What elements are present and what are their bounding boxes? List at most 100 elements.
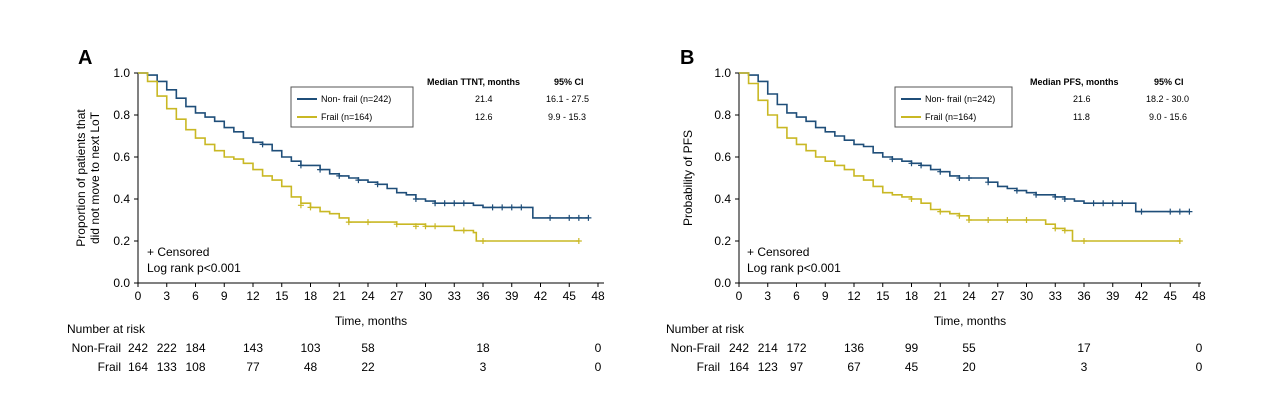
ci-frail: 9.9 - 15.3 bbox=[548, 112, 586, 122]
censor-mark bbox=[1052, 193, 1059, 200]
y-tick-label: 0.4 bbox=[714, 192, 731, 206]
censor-mark bbox=[966, 217, 972, 223]
censor-mark bbox=[518, 204, 525, 211]
risk-value: 0 bbox=[595, 360, 602, 374]
survival-curves bbox=[138, 72, 592, 244]
censor-mark bbox=[937, 168, 944, 175]
x-tick-label: 15 bbox=[876, 289, 890, 303]
y-tick-label: 0.4 bbox=[113, 192, 130, 206]
x-tick-label: 33 bbox=[1049, 289, 1063, 303]
x-ticks: 0 3 6 9 12 15 18 21 24 27 30 33 36 39 42 45 48 bbox=[135, 283, 605, 303]
risk-value: 18 bbox=[476, 341, 490, 355]
x-tick-label: 24 bbox=[361, 289, 375, 303]
legend-label-frail: Frail (n=164) bbox=[321, 112, 372, 122]
y-tick-label: 0.2 bbox=[714, 234, 731, 248]
censor-mark bbox=[547, 214, 554, 221]
median-nonfrail: 21.6 bbox=[1073, 94, 1091, 104]
censor-mark bbox=[908, 160, 915, 167]
x-tick-label: 18 bbox=[304, 289, 318, 303]
y-tick-label: 0.6 bbox=[113, 150, 130, 164]
risk-value: 67 bbox=[847, 360, 861, 374]
y-ticks: 0.0 0.2 0.4 0.6 0.8 1.0 bbox=[714, 66, 739, 290]
legend-header-ci: 95% CI bbox=[1154, 77, 1184, 87]
y-axis-label: Probability of PFS bbox=[681, 130, 695, 226]
censor-mark bbox=[1061, 227, 1068, 234]
censor-mark bbox=[441, 200, 448, 207]
panel-label: A bbox=[78, 47, 92, 69]
censor-mark bbox=[1176, 208, 1183, 215]
risk-values: 242 222 184 143 103 58 18 0 164 133 108 77 48 22 3 0 bbox=[128, 341, 602, 374]
y-axis-label-line1: Proportion of patients that bbox=[74, 109, 88, 247]
y-tick-label: 1.0 bbox=[113, 66, 130, 80]
censor-mark bbox=[489, 204, 496, 211]
x-tick-label: 30 bbox=[1020, 289, 1034, 303]
censor-mark bbox=[412, 196, 419, 202]
censor-mark bbox=[1081, 238, 1087, 244]
x-tick-label: 33 bbox=[448, 289, 462, 303]
risk-value: 103 bbox=[300, 341, 320, 355]
risk-value: 172 bbox=[786, 341, 806, 355]
x-tick-label: 48 bbox=[1192, 289, 1206, 303]
risk-value: 136 bbox=[844, 341, 864, 355]
x-tick-label: 6 bbox=[192, 289, 199, 303]
censor-mark bbox=[432, 200, 439, 207]
censored-note: + Censored bbox=[747, 245, 809, 259]
censor-mark bbox=[1100, 200, 1107, 207]
legend-box bbox=[894, 86, 1013, 128]
x-tick-label: 39 bbox=[505, 289, 519, 303]
censor-mark bbox=[889, 156, 896, 163]
censor-mark bbox=[355, 177, 362, 184]
censor-mark bbox=[937, 208, 944, 215]
risk-row-label-nonfrail: Non-Frail bbox=[72, 341, 121, 355]
ci-nonfrail: 16.1 - 27.5 bbox=[546, 94, 589, 104]
risk-row-label-frail: Frail bbox=[98, 360, 121, 374]
x-tick-label: 9 bbox=[221, 289, 228, 303]
censor-mark bbox=[585, 214, 592, 221]
censor-mark bbox=[1013, 187, 1020, 194]
censor-mark bbox=[307, 204, 314, 211]
x-tick-label: 0 bbox=[736, 289, 743, 303]
x-tick-label: 45 bbox=[1164, 289, 1178, 303]
censor-mark bbox=[259, 141, 266, 148]
censor-mark bbox=[1052, 225, 1059, 232]
censor-mark bbox=[1138, 208, 1145, 215]
censor-mark bbox=[499, 204, 506, 211]
risk-value: 184 bbox=[185, 341, 205, 355]
censor-mark bbox=[575, 214, 582, 221]
censor-mark bbox=[451, 200, 458, 207]
log-rank-note: Log rank p<0.001 bbox=[747, 261, 841, 275]
risk-values: 242 214 172 136 99 55 17 0 164 123 97 67 45 20 3 0 bbox=[729, 341, 1203, 374]
risk-value: 123 bbox=[758, 360, 778, 374]
censor-mark bbox=[297, 202, 304, 209]
censor-mark bbox=[297, 162, 304, 169]
censor-mark bbox=[460, 200, 467, 207]
x-tick-label: 18 bbox=[905, 289, 919, 303]
median-nonfrail: 21.4 bbox=[475, 94, 493, 104]
censor-mark bbox=[1033, 191, 1040, 198]
median-frail: 11.8 bbox=[1073, 112, 1090, 122]
legend-label-nonfrail: Non- frail (n=242) bbox=[321, 94, 391, 104]
x-tick-label: 27 bbox=[991, 289, 1005, 303]
risk-value: 20 bbox=[962, 360, 976, 374]
censor-mark bbox=[374, 181, 381, 188]
x-tick-label: 21 bbox=[934, 289, 948, 303]
censor-mark bbox=[345, 219, 352, 226]
censor-mark bbox=[1090, 200, 1097, 207]
risk-value: 214 bbox=[758, 341, 778, 355]
censored-note: + Censored bbox=[147, 245, 209, 259]
x-tick-label: 39 bbox=[1106, 289, 1120, 303]
censor-mark bbox=[1004, 217, 1011, 223]
risk-value: 242 bbox=[729, 341, 749, 355]
km-curve-frail bbox=[138, 72, 579, 242]
risk-value: 3 bbox=[480, 360, 487, 374]
risk-value: 164 bbox=[128, 360, 148, 374]
risk-table-title: Number at risk bbox=[666, 322, 745, 336]
censor-mark bbox=[985, 179, 992, 186]
legend-label-frail: Frail (n=164) bbox=[925, 112, 976, 122]
legend-header-median: Median TTNT, months bbox=[427, 77, 520, 87]
y-axis-label-line1: Probability of PFS bbox=[681, 130, 695, 226]
censor-mark bbox=[508, 204, 515, 211]
survival-curves bbox=[739, 72, 1193, 244]
censor-mark bbox=[1061, 196, 1068, 202]
